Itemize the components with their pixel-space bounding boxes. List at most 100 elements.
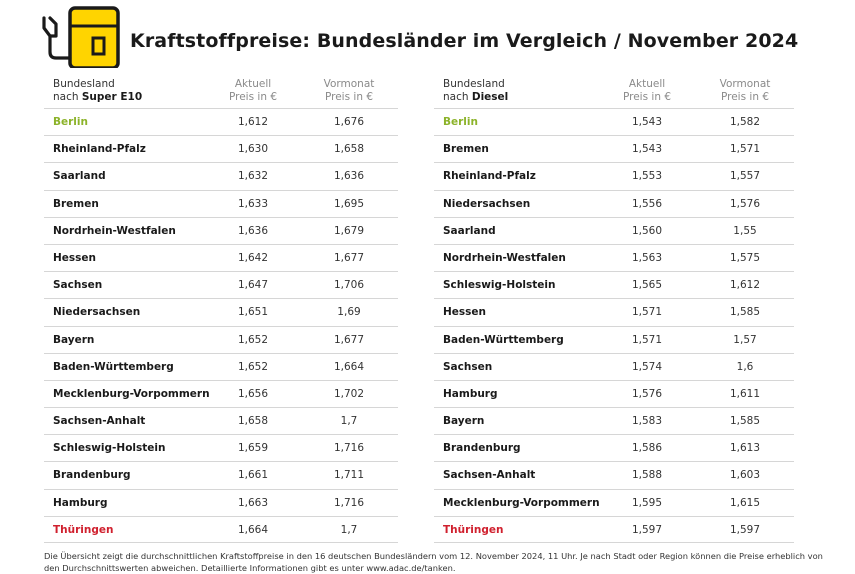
super-e10-table: Bundesland nach Super E10 Aktuell Preis … <box>44 78 398 543</box>
table-row: Hamburg 1,663 1,716 <box>44 488 398 516</box>
table-body: Berlin 1,543 1,582 Bremen 1,543 1,571 Rheinlan… <box>434 108 794 543</box>
table-row: Schleswig-Holstein 1,659 1,716 <box>44 434 398 461</box>
table-row: Baden-Württemberg 1,571 1,57 <box>434 325 794 353</box>
previous-price: 1,575 <box>729 251 761 264</box>
header-unit: Preis in € <box>228 91 277 103</box>
previous-price: 1,597 <box>729 523 761 536</box>
table-row: Bayern 1,652 1,677 <box>44 325 398 353</box>
current-price: 1,563 <box>631 251 663 264</box>
table-row: Sachsen-Anhalt 1,658 1,7 <box>44 407 398 434</box>
header-label: Bundesland <box>53 78 115 90</box>
table-body: Berlin 1,612 1,676 Rheinland-Pfalz 1,630 1,65… <box>44 108 398 543</box>
table-row: Nordrhein-Westfalen 1,563 1,575 <box>434 243 794 271</box>
table-row: Saarland 1,560 1,55 <box>434 216 794 244</box>
current-price: 1,543 <box>631 116 663 128</box>
previous-price: 1,615 <box>729 496 761 509</box>
table-row: Nordrhein-Westfalen 1,636 1,679 <box>44 216 398 244</box>
previous-price: 1,7 <box>340 523 358 536</box>
state-name: Berlin <box>53 116 88 128</box>
current-price: 1,576 <box>631 387 663 400</box>
previous-price: 1,658 <box>333 143 365 156</box>
previous-price: 1,603 <box>729 469 761 482</box>
previous-price: 1,557 <box>729 170 761 183</box>
previous-price: 1,702 <box>333 387 365 400</box>
current-price: 1,560 <box>631 224 663 237</box>
previous-price: 1,677 <box>333 333 365 346</box>
current-price: 1,612 <box>237 116 269 128</box>
previous-price: 1,612 <box>729 279 761 292</box>
table-row: Bayern 1,583 1,585 <box>434 407 794 434</box>
previous-price: 1,711 <box>333 469 365 482</box>
header-label: Bundesland <box>443 78 505 90</box>
table-header: Bundesland nach Diesel Aktuell Preis in … <box>434 78 794 108</box>
state-name: Baden-Württemberg <box>53 360 174 373</box>
state-name: Sachsen-Anhalt <box>443 469 536 482</box>
table-row: Saarland 1,632 1,636 <box>44 162 398 189</box>
table-row: Berlin 1,543 1,582 <box>434 108 794 135</box>
table-row: Bremen 1,543 1,571 <box>434 135 794 162</box>
state-name: Thüringen <box>443 523 504 536</box>
current-price: 1,636 <box>237 224 269 237</box>
previous-price: 1,695 <box>333 197 365 210</box>
header-label: Vormonat <box>719 78 771 90</box>
table-row: Bremen 1,633 1,695 <box>44 189 398 217</box>
header-bundesland: Bundesland nach Super E10 <box>53 78 142 104</box>
header-previous: Vormonat Preis in € <box>700 78 790 104</box>
current-price: 1,651 <box>237 306 269 319</box>
table-header: Bundesland nach Super E10 Aktuell Preis … <box>44 78 398 108</box>
previous-price: 1,6 <box>736 360 754 373</box>
diesel-table: Bundesland nach Diesel Aktuell Preis in … <box>434 78 794 543</box>
previous-price: 1,613 <box>729 442 761 455</box>
current-price: 1,556 <box>631 197 663 210</box>
state-name: Mecklenburg-Vorpommern <box>443 496 600 509</box>
state-name: Mecklenburg-Vorpommern <box>53 387 210 400</box>
table-row: Brandenburg 1,586 1,613 <box>434 434 794 461</box>
header-current: Aktuell Preis in € <box>602 78 692 104</box>
state-name: Thüringen <box>53 523 114 536</box>
current-price: 1,656 <box>237 387 269 400</box>
current-price: 1,647 <box>237 279 269 292</box>
current-price: 1,632 <box>237 170 269 183</box>
state-name: Niedersachsen <box>443 197 531 210</box>
state-name: Hessen <box>443 306 487 319</box>
header-bundesland: Bundesland nach Diesel <box>443 78 508 104</box>
previous-price: 1,57 <box>733 333 757 346</box>
current-price: 1,553 <box>631 170 663 183</box>
current-price: 1,565 <box>631 279 663 292</box>
state-name: Rheinland-Pfalz <box>443 170 536 183</box>
current-price: 1,588 <box>631 469 663 482</box>
state-name: Niedersachsen <box>53 306 141 319</box>
table-row: Mecklenburg-Vorpommern 1,656 1,702 <box>44 379 398 407</box>
current-price: 1,597 <box>631 523 663 536</box>
state-name: Sachsen <box>443 360 493 373</box>
table-row: Rheinland-Pfalz 1,630 1,658 <box>44 135 398 162</box>
state-name: Berlin <box>443 116 478 128</box>
current-price: 1,659 <box>237 442 269 455</box>
state-name: Bremen <box>443 143 489 156</box>
header-current: Aktuell Preis in € <box>208 78 298 104</box>
table-row: Sachsen 1,647 1,706 <box>44 271 398 298</box>
state-name: Baden-Württemberg <box>443 333 564 346</box>
state-name: Sachsen <box>53 279 103 292</box>
header-prefix: nach <box>53 91 82 103</box>
state-name: Nordrhein-Westfalen <box>443 251 566 264</box>
header-unit: Preis in € <box>720 91 769 103</box>
table-row: Sachsen-Anhalt 1,588 1,603 <box>434 461 794 488</box>
table-row: Baden-Württemberg 1,652 1,664 <box>44 352 398 380</box>
header-fuel: Diesel <box>471 91 509 103</box>
table-row: Niedersachsen 1,651 1,69 <box>44 298 398 325</box>
previous-price: 1,585 <box>729 415 761 428</box>
table-row: Thüringen 1,664 1,7 <box>44 515 398 543</box>
current-price: 1,652 <box>237 360 269 373</box>
state-name: Hamburg <box>53 496 108 509</box>
table-row: Rheinland-Pfalz 1,553 1,557 <box>434 162 794 189</box>
state-name: Schleswig-Holstein <box>53 442 166 455</box>
previous-price: 1,582 <box>729 116 761 128</box>
header-label: Aktuell <box>234 78 272 90</box>
state-name: Hessen <box>53 251 97 264</box>
fuel-pump-icon <box>42 6 120 68</box>
previous-price: 1,636 <box>333 170 365 183</box>
current-price: 1,633 <box>237 197 269 210</box>
previous-price: 1,585 <box>729 306 761 319</box>
previous-price: 1,571 <box>729 143 761 156</box>
